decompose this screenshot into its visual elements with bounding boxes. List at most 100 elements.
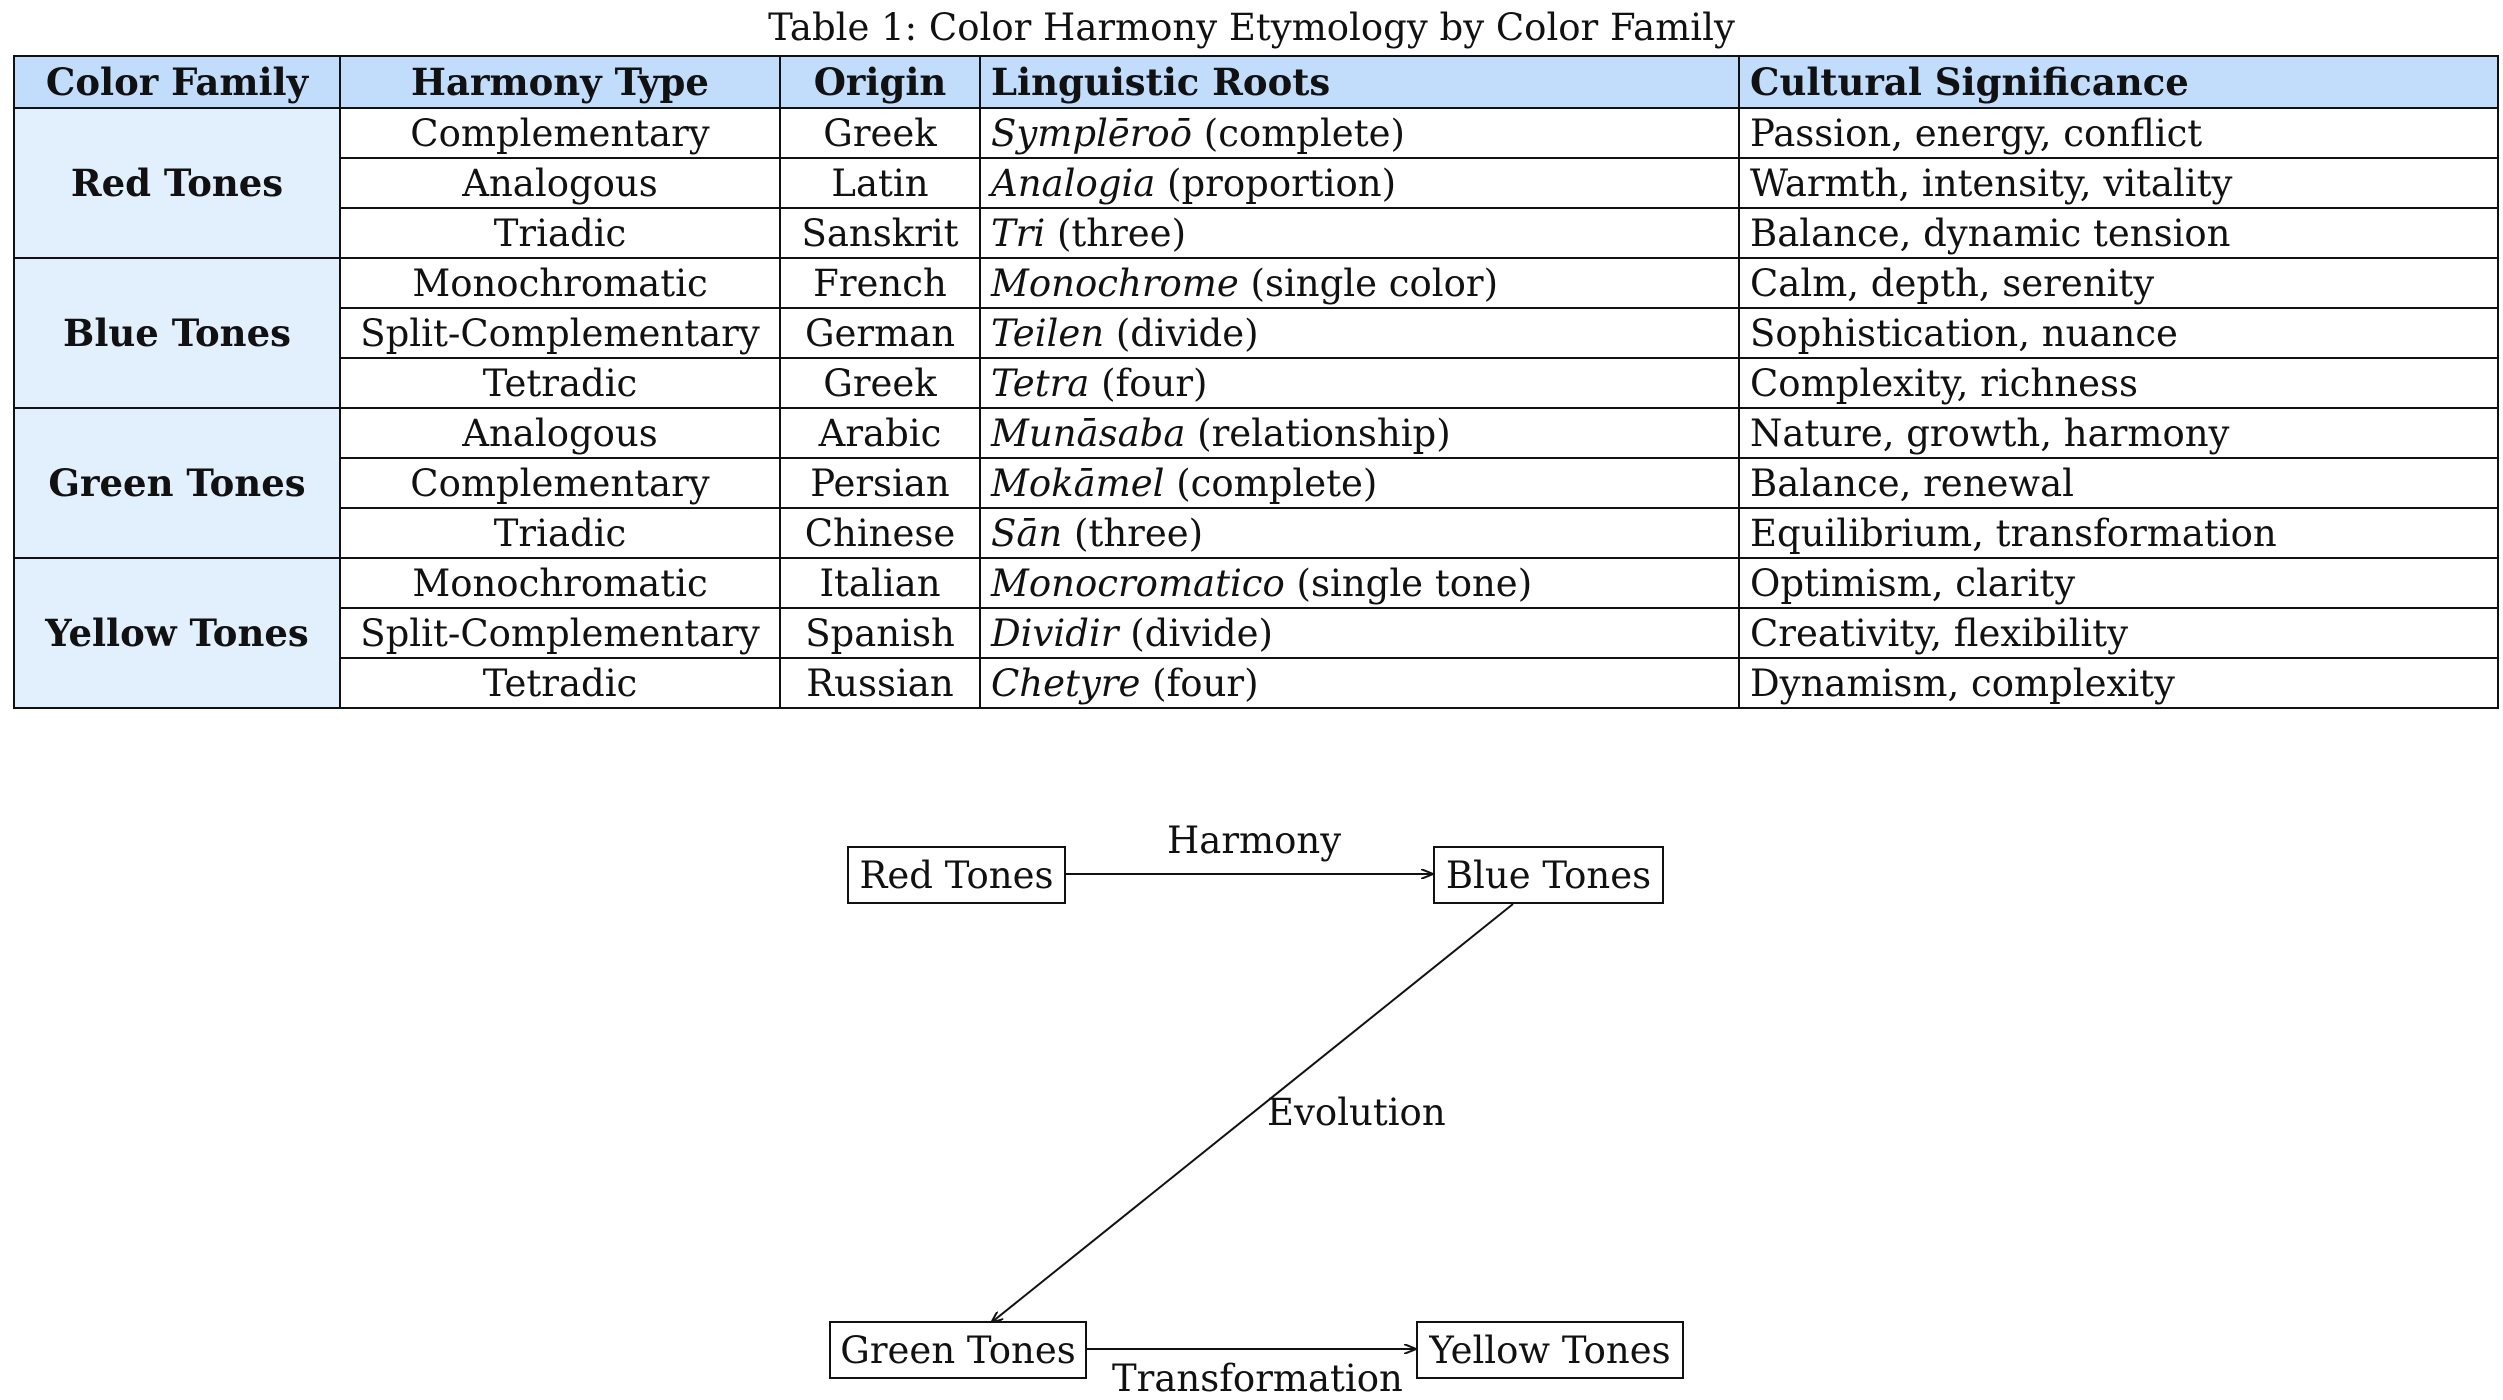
root-term: Monocromatico — [991, 561, 1285, 605]
linguistic-roots-cell: Tetra (four) — [979, 357, 1740, 409]
root-term: Dividir — [991, 611, 1119, 655]
table-row: Triadic Chinese Sān (three) Equilibrium, tr… — [14, 507, 2499, 559]
root-gloss: (single color) — [1238, 261, 1499, 305]
cultural-significance-cell: Dynamism, complexity — [1738, 657, 2499, 709]
origin-cell: Persian — [779, 457, 981, 509]
root-term: Munāsaba — [991, 411, 1186, 455]
cultural-significance-cell: Warmth, intensity, vitality — [1738, 157, 2499, 209]
table-row: Triadic Sanskrit Tri (three) Balance, dynam… — [14, 207, 2499, 259]
linguistic-roots-cell: Tri (three) — [979, 207, 1740, 259]
table-row: Tetradic Greek Tetra (four) Complexity, ric… — [14, 357, 2499, 409]
table-row: Red Tones Complementary Greek Symplēroō (co… — [13, 107, 2499, 259]
root-term: Analogia — [991, 161, 1156, 205]
origin-cell: Italian — [779, 557, 981, 609]
origin-cell: German — [779, 307, 981, 359]
harmony-type-cell: Analogous — [339, 407, 781, 459]
cultural-significance-cell: Equilibrium, transformation — [1738, 507, 2499, 559]
root-gloss: (three) — [1062, 511, 1204, 555]
origin-cell: Chinese — [779, 507, 981, 559]
table-row: Analogous Latin Analogia (proportion) Warmt… — [14, 157, 2499, 209]
root-gloss: (divide) — [1104, 311, 1259, 355]
harmony-type-cell: Complementary — [339, 107, 781, 159]
root-term: Symplēroō — [991, 111, 1192, 155]
etymology-table: Color Family Harmony Type Origin Linguis… — [13, 55, 2499, 709]
table-row: Split-Complementary Spanish Dividir (divid… — [14, 607, 2499, 659]
header-origin: Origin — [779, 55, 981, 109]
root-gloss: (four) — [1089, 361, 1208, 405]
root-term: Tri — [991, 211, 1046, 255]
linguistic-roots-cell: Analogia (proportion) — [979, 157, 1740, 209]
linguistic-roots-cell: Dividir (divide) — [979, 607, 1740, 659]
linguistic-roots-cell: Teilen (divide) — [979, 307, 1740, 359]
root-term: Teilen — [991, 311, 1105, 355]
table-row: Complementary Persian Mokāmel (complete) Ba… — [14, 457, 2499, 509]
color-family-cell: Blue Tones — [13, 257, 341, 409]
origin-cell: Latin — [779, 157, 981, 209]
cultural-significance-cell: Optimism, clarity — [1738, 557, 2499, 609]
origin-cell: Sanskrit — [779, 207, 981, 259]
harmony-type-cell: Monochromatic — [339, 557, 781, 609]
harmony-type-cell: Triadic — [339, 507, 781, 559]
root-gloss: (proportion) — [1155, 161, 1397, 205]
node-yellow-tones: Yellow Tones — [1416, 1321, 1684, 1379]
edge-label-transformation: Transformation — [1112, 1357, 1403, 1400]
table-row: Yellow Tones Monochromatic Italian Monocrom… — [13, 557, 2499, 709]
root-gloss: (relationship) — [1185, 411, 1451, 455]
node-blue-tones: Blue Tones — [1433, 846, 1664, 904]
linguistic-roots-cell: Chetyre (four) — [979, 657, 1740, 709]
cultural-significance-cell: Sophistication, nuance — [1738, 307, 2499, 359]
root-gloss: (complete) — [1192, 111, 1405, 155]
cultural-significance-cell: Creativity, flexibility — [1738, 607, 2499, 659]
table-row: Green Tones Analogous Arabic Munāsaba (rela… — [13, 407, 2499, 559]
header-cultural-significance: Cultural Significance — [1738, 55, 2499, 109]
table-body: Red Tones Complementary Greek Symplēroō (co… — [13, 107, 2499, 709]
root-gloss: (three) — [1045, 211, 1187, 255]
harmony-type-cell: Triadic — [339, 207, 781, 259]
table-row: Tetradic Russian Chetyre (four) Dynamism, c… — [14, 657, 2499, 709]
root-term: Sān — [991, 511, 1063, 555]
cultural-significance-cell: Nature, growth, harmony — [1738, 407, 2499, 459]
harmony-type-cell: Complementary — [339, 457, 781, 509]
linguistic-roots-cell: Sān (three) — [979, 507, 1740, 559]
harmony-type-cell: Split-Complementary — [339, 307, 781, 359]
harmony-type-cell: Tetradic — [339, 657, 781, 709]
root-gloss: (divide) — [1118, 611, 1273, 655]
root-term: Mokāmel — [991, 461, 1165, 505]
header-harmony-type: Harmony Type — [339, 55, 781, 109]
edge-label-harmony: Harmony — [1167, 819, 1342, 862]
cultural-significance-cell: Balance, dynamic tension — [1738, 207, 2499, 259]
root-gloss: (four) — [1140, 661, 1259, 705]
origin-cell: French — [779, 257, 981, 309]
node-red-tones: Red Tones — [847, 846, 1066, 904]
root-term: Chetyre — [991, 661, 1141, 705]
table-caption: Table 1: Color Harmony Etymology by Colo… — [768, 6, 1735, 49]
table-row: Split-Complementary German Teilen (divide)… — [14, 307, 2499, 359]
cultural-significance-cell: Calm, depth, serenity — [1738, 257, 2499, 309]
harmony-type-cell: Monochromatic — [339, 257, 781, 309]
cultural-significance-cell: Passion, energy, conflict — [1738, 107, 2499, 159]
header-color-family: Color Family — [13, 55, 341, 109]
table-row: Blue Tones Monochromatic French Monochrome … — [13, 257, 2499, 409]
origin-cell: Greek — [779, 107, 981, 159]
color-family-cell: Red Tones — [13, 107, 341, 259]
header-linguistic-roots: Linguistic Roots — [979, 55, 1740, 109]
root-gloss: (complete) — [1164, 461, 1378, 505]
origin-cell: Spanish — [779, 607, 981, 659]
root-term: Monochrome — [991, 261, 1239, 305]
cultural-significance-cell: Complexity, richness — [1738, 357, 2499, 409]
root-gloss: (single tone) — [1284, 561, 1533, 605]
harmony-type-cell: Tetradic — [339, 357, 781, 409]
edge-label-evolution: Evolution — [1267, 1091, 1446, 1134]
linguistic-roots-cell: Munāsaba (relationship) — [979, 407, 1740, 459]
linguistic-roots-cell: Monocromatico (single tone) — [979, 557, 1740, 609]
origin-cell: Greek — [779, 357, 981, 409]
cultural-significance-cell: Balance, renewal — [1738, 457, 2499, 509]
harmony-type-cell: Split-Complementary — [339, 607, 781, 659]
linguistic-roots-cell: Monochrome (single color) — [979, 257, 1740, 309]
node-green-tones: Green Tones — [829, 1321, 1087, 1379]
harmony-type-cell: Analogous — [339, 157, 781, 209]
header-row: Color Family Harmony Type Origin Linguis… — [13, 55, 2499, 109]
linguistic-roots-cell: Mokāmel (complete) — [979, 457, 1740, 509]
root-term: Tetra — [991, 361, 1090, 405]
origin-cell: Arabic — [779, 407, 981, 459]
